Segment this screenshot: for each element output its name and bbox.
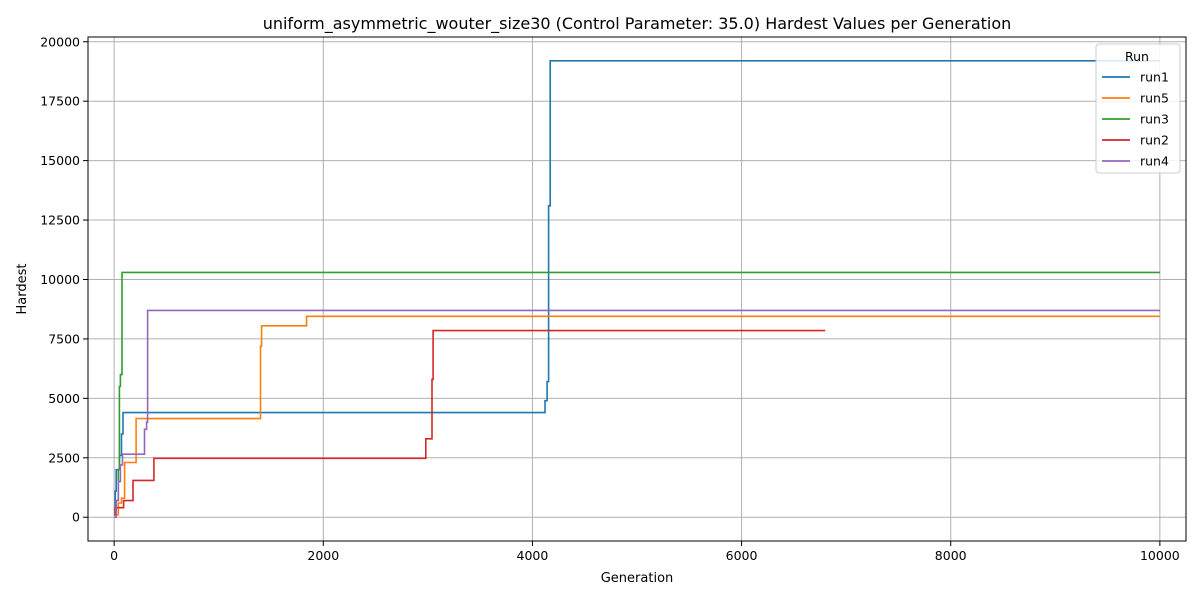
legend-label-run1: run1 [1140,70,1169,85]
chart-title: uniform_asymmetric_wouter_size30 (Contro… [263,14,1012,34]
axis-ticks: 0 2000 4000 6000 8000 10000 0 2500 5000 7500 10000… [40,34,1180,563]
y-tick-label: 12500 [40,213,80,228]
legend-title: Run [1125,49,1149,64]
x-tick-label: 0 [110,548,118,563]
y-tick-label: 20000 [40,34,80,49]
y-tick-label: 15000 [40,153,80,168]
series-lines [114,60,1160,518]
legend-label-run5: run5 [1140,91,1169,106]
y-tick-label: 10000 [40,272,80,287]
y-tick-label: 5000 [48,391,80,406]
x-tick-label: 10000 [1140,548,1180,563]
x-tick-label: 4000 [517,548,549,563]
x-tick-label: 2000 [307,548,339,563]
legend-label-run4: run4 [1140,154,1169,169]
x-axis-label: Generation [601,571,674,586]
y-tick-label: 0 [72,510,80,525]
plot-frame [87,36,1187,542]
legend-label-run2: run2 [1140,133,1169,148]
legend-items: run1 run5 run3 run2 run4 [1102,70,1169,169]
series-line-run2 [114,329,826,516]
y-axis-label: Hardest [15,264,30,315]
y-tick-label: 2500 [48,450,80,465]
series-line-run4 [114,309,1160,518]
legend-label-run3: run3 [1140,112,1169,127]
series-line-run5 [114,315,1160,516]
y-tick-label: 7500 [48,331,80,346]
x-tick-label: 8000 [935,548,967,563]
series-line-run1 [114,60,1160,511]
x-tick-label: 6000 [726,548,758,563]
legend: Run run1 run5 run3 run2 run4 [1095,43,1181,174]
y-tick-label: 17500 [40,94,80,109]
